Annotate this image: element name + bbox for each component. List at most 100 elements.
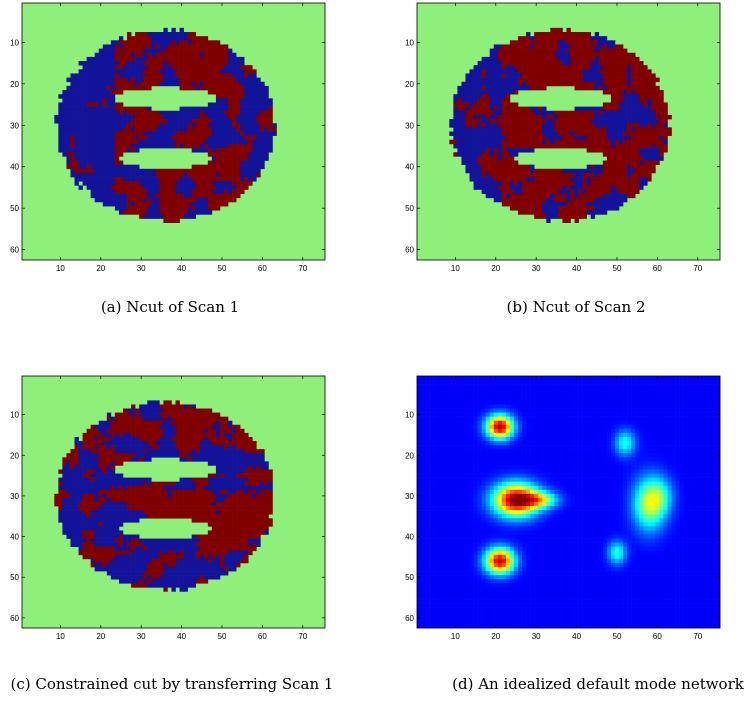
pixel-cell: [598, 36, 604, 41]
pixel-cell: [58, 143, 63, 149]
pixel-cell: [110, 56, 116, 62]
pixel-cell: [183, 489, 188, 495]
pixel-cell: [627, 90, 632, 95]
pixel-cell: [187, 201, 192, 207]
pixel-cell: [54, 493, 59, 499]
pixel-cell: [224, 526, 229, 531]
pixel-cell: [260, 469, 265, 474]
pixel-cell: [106, 441, 112, 446]
pixel-cell: [236, 457, 241, 462]
pixel-cell: [195, 123, 201, 128]
pixel-cell: [106, 148, 112, 153]
pixel-cell: [518, 206, 523, 211]
pixel-cell: [123, 85, 128, 91]
pixel-cell: [252, 518, 257, 523]
pixel-cell: [98, 542, 104, 548]
pixel-cell: [74, 485, 79, 491]
pixel-cell: [66, 526, 71, 531]
pixel-cell: [215, 119, 221, 124]
pixel-cell: [106, 172, 112, 178]
pixel-cell: [244, 477, 249, 482]
pixel-cell: [606, 69, 612, 74]
pixel-cell: [211, 177, 217, 182]
pixel-cell: [493, 119, 499, 124]
pixel-cell: [244, 457, 249, 462]
pixel-cell: [558, 201, 563, 207]
pixel-cell: [143, 428, 148, 434]
pixel-cell: [123, 197, 128, 203]
pixel-cell: [562, 77, 567, 83]
pixel-cell: [236, 185, 241, 190]
pixel-cell: [256, 453, 261, 458]
pixel-cell: [542, 77, 547, 83]
pixel-cell: [651, 160, 656, 165]
pixel-cell: [240, 441, 245, 446]
pixel-cell: [159, 506, 164, 511]
pixel-cell: [191, 164, 197, 170]
pixel-cell: [639, 119, 644, 124]
pixel-cell: [163, 416, 168, 422]
pixel-cell: [110, 534, 116, 539]
pixel-cell: [264, 469, 269, 474]
pixel-cell: [647, 81, 652, 87]
pixel-cell: [598, 81, 604, 87]
pixel-cell: [518, 164, 523, 170]
pixel-cell: [167, 408, 172, 413]
pixel-cell: [207, 206, 213, 211]
pixel-cell: [118, 110, 124, 116]
pixel-cell: [127, 197, 132, 203]
pixel-cell: [118, 148, 124, 153]
pixel-cell: [110, 453, 116, 458]
pixel-cell: [62, 522, 67, 527]
pixel-cell: [187, 416, 192, 422]
pixel-cell: [598, 168, 604, 174]
pixel-cell: [457, 148, 462, 153]
pixel-cell: [550, 189, 555, 194]
pixel-cell: [228, 127, 233, 132]
pixel-cell: [159, 52, 164, 58]
pixel-cell: [215, 102, 221, 107]
pixel-cell: [155, 428, 160, 434]
pixel-cell: [94, 110, 100, 116]
pixel-cell: [647, 98, 652, 103]
pixel-cell: [546, 36, 551, 41]
pixel-cell: [203, 114, 209, 120]
pixel-cell: [554, 201, 559, 207]
pixel-cell: [248, 497, 253, 503]
pixel-cell: [526, 65, 531, 70]
pixel-cell: [558, 210, 563, 215]
pixel-cell: [232, 152, 237, 157]
pixel-cell: [187, 538, 192, 543]
pixel-cell: [659, 139, 664, 145]
pixel-cell: [631, 168, 636, 174]
pixel-cell: [82, 61, 87, 66]
pixel-cell: [481, 143, 486, 149]
pixel-cell: [509, 168, 515, 174]
pixel-cell: [94, 514, 100, 519]
pixel-cell: [163, 36, 168, 41]
pixel-cell: [114, 143, 120, 149]
pixel-cell: [139, 65, 144, 70]
pixel-cell: [570, 172, 575, 178]
pixel-cell: [473, 73, 478, 78]
pixel-cell: [627, 69, 632, 74]
pixel-cell: [118, 210, 124, 215]
pixel-cell: [207, 85, 213, 91]
pixel-cell: [123, 518, 128, 523]
pixel-cell: [195, 436, 201, 442]
pixel-cell: [167, 44, 172, 49]
pixel-cell: [509, 135, 515, 141]
pixel-cell: [114, 449, 120, 454]
pixel-cell: [554, 206, 559, 211]
pixel-cell: [86, 94, 91, 99]
pixel-cell: [191, 106, 197, 112]
pixel-cell: [554, 73, 559, 78]
pixel-cell: [550, 143, 555, 149]
pixel-cell: [477, 156, 482, 161]
pixel-cell: [183, 514, 188, 519]
pixel-cell: [82, 181, 87, 186]
pixel-cell: [228, 441, 233, 446]
pixel-cell: [86, 428, 91, 434]
pixel-cell: [110, 139, 116, 145]
pixel-cell: [215, 461, 221, 466]
